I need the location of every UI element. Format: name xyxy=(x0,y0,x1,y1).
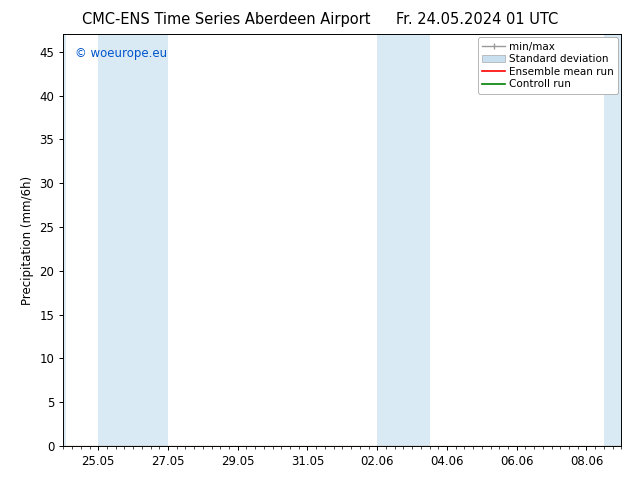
Text: Fr. 24.05.2024 01 UTC: Fr. 24.05.2024 01 UTC xyxy=(396,12,558,27)
Text: © woeurope.eu: © woeurope.eu xyxy=(75,47,167,60)
Bar xyxy=(377,34,430,446)
Legend: min/max, Standard deviation, Ensemble mean run, Controll run: min/max, Standard deviation, Ensemble me… xyxy=(478,37,618,94)
Bar xyxy=(604,34,621,446)
Bar xyxy=(63,34,66,446)
Text: CMC-ENS Time Series Aberdeen Airport: CMC-ENS Time Series Aberdeen Airport xyxy=(82,12,371,27)
Bar xyxy=(98,34,168,446)
Y-axis label: Precipitation (mm/6h): Precipitation (mm/6h) xyxy=(21,175,34,305)
